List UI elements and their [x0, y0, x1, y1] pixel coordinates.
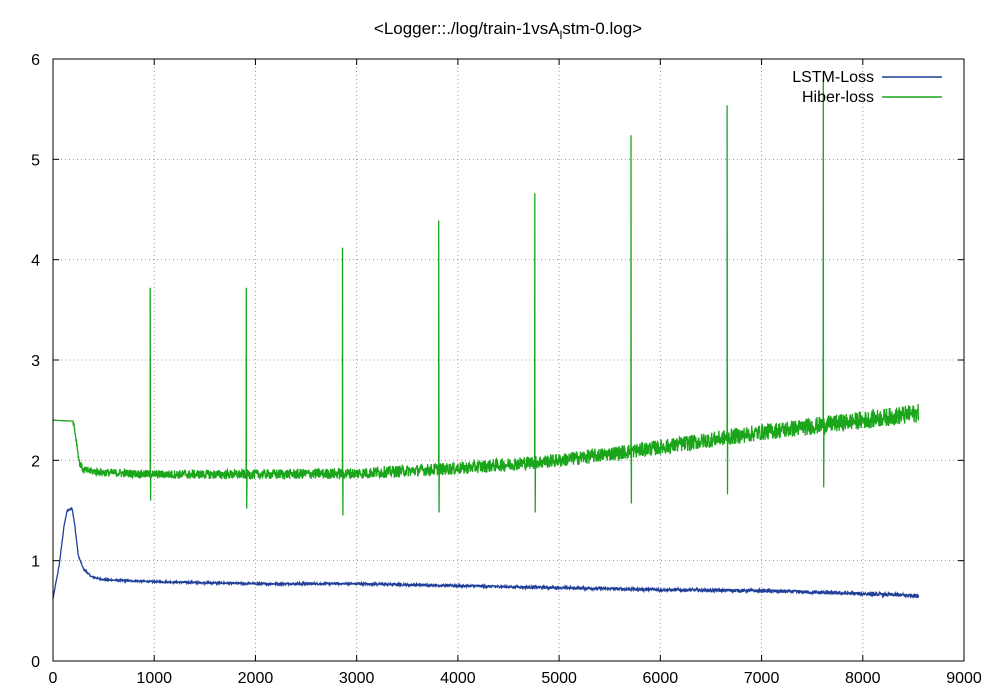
x-tick-label: 0	[49, 670, 58, 687]
x-tick-label: 5000	[541, 670, 577, 687]
y-tick-label: 1	[31, 554, 40, 571]
chart-title: <Logger::./log/train-1vsAlstm-0.log>	[374, 19, 642, 42]
x-tick-label: 4000	[440, 670, 476, 687]
legend-label: Hiber-loss	[802, 89, 874, 106]
axis-ticks: 0 1000 2000 3000 4000 5000 6000 7000 8000 9000 0 1 2…	[31, 52, 982, 687]
y-tick-label: 2	[31, 453, 40, 470]
y-tick-label: 6	[31, 52, 40, 69]
x-tick-label: 2000	[238, 670, 274, 687]
x-tick-label: 3000	[339, 670, 375, 687]
y-tick-label: 3	[31, 353, 40, 370]
x-tick-label: 9000	[946, 670, 982, 687]
series-line-0	[52, 506, 920, 599]
y-tick-label: 4	[31, 253, 40, 270]
grid-lines	[53, 59, 964, 661]
series-lines	[52, 79, 920, 599]
x-tick-label: 8000	[845, 670, 881, 687]
x-tick-label: 1000	[136, 670, 172, 687]
legend: LSTM-Loss Hiber-loss	[792, 69, 942, 106]
series-line-1	[53, 79, 920, 516]
x-tick-label: 7000	[744, 670, 780, 687]
y-tick-label: 5	[31, 152, 40, 169]
x-tick-label: 6000	[643, 670, 679, 687]
y-tick-label: 0	[31, 654, 40, 671]
legend-label: LSTM-Loss	[792, 69, 874, 86]
